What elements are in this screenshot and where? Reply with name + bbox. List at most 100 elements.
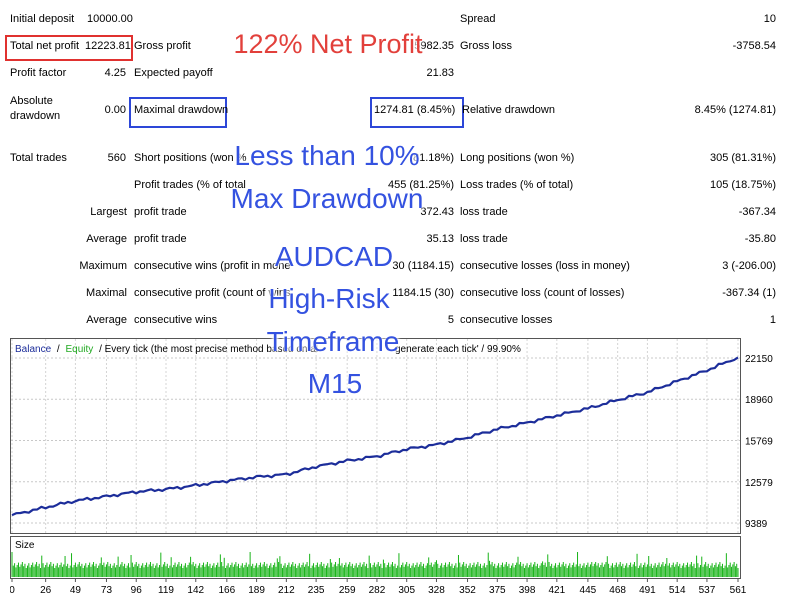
chart-header: Balance / Equity / Every tick (the most …	[15, 344, 318, 355]
average-consecutive-wins-value: 5	[447, 314, 454, 326]
largest-loss-trade-value: -367.34	[738, 206, 776, 218]
overlay-timeframe-value: M15	[307, 368, 363, 399]
spread-label: Spread	[460, 13, 496, 25]
gross-profit-value: 5982.35	[414, 40, 454, 52]
relative-drawdown-value: 8.45% (1274.81)	[694, 104, 776, 116]
y-tick-label: 15769	[745, 437, 773, 448]
balance-series-line	[11, 356, 739, 517]
x-tick-label: 352	[459, 585, 476, 596]
x-tick-label: 142	[187, 585, 204, 596]
average-consecutive-losses-label: consecutive losses	[460, 314, 553, 326]
x-tick-label: 0	[10, 585, 15, 596]
y-tick-label: 22150	[745, 354, 773, 365]
net-profit-highlight-box	[5, 35, 133, 61]
largest-profit-trade-value: 372.43	[420, 206, 454, 218]
absolute-drawdown-label-line2: drawdown	[10, 110, 61, 122]
y-axis-ticks: 9389 12579 15769 18960 22150	[745, 354, 773, 530]
initial-deposit-value: 10000.00	[87, 13, 133, 25]
x-tick-label: 26	[40, 585, 52, 596]
legend-equity: Equity	[65, 344, 93, 355]
maximum-consecutive-losses-label: consecutive losses (loss in money)	[460, 260, 630, 272]
overlay-drawdown-line1: Less than 10%	[234, 140, 420, 171]
long-positions-label: Long positions (won %)	[460, 152, 575, 164]
size-panel-label: Size	[15, 540, 35, 551]
maximal-consecutive-profit-label: consecutive profit (count of wins	[134, 287, 291, 299]
chart-grid	[11, 339, 740, 533]
overlay-drawdown-line2: Max Drawdown	[230, 183, 424, 214]
maximal-drawdown-label: Maximal drawdown	[134, 104, 229, 116]
average-loss-trade-value: -35.80	[744, 233, 776, 245]
loss-trades-value: 105 (18.75%)	[709, 179, 776, 191]
absolute-drawdown-value: 0.00	[104, 104, 126, 116]
short-positions-label: Short positions (won %	[134, 152, 247, 164]
x-tick-label: 445	[580, 585, 597, 596]
gross-loss-label: Gross loss	[460, 40, 512, 52]
largest-profit-trade-label: profit trade	[134, 206, 187, 218]
average-profit-trade-label: profit trade	[134, 233, 187, 245]
y-tick-label: 9389	[745, 519, 768, 530]
gross-profit-label: Gross profit	[134, 40, 191, 52]
x-tick-label: 259	[339, 585, 356, 596]
maximum-consecutive-losses-value: 3 (-206.00)	[722, 260, 776, 272]
y-tick-label: 18960	[745, 395, 773, 406]
maximal-drawdown-value-highlight-box	[370, 97, 464, 128]
x-tick-label: 421	[548, 585, 565, 596]
x-tick-label: 537	[699, 585, 716, 596]
maximal-consecutive-profit-value: 1184.15 (30)	[392, 287, 454, 299]
spread-value: 10	[763, 13, 776, 25]
x-tick-label: 119	[158, 585, 174, 596]
x-tick-label: 189	[248, 585, 265, 596]
x-tick-label: 49	[70, 585, 82, 596]
relative-drawdown-label: Relative drawdown	[462, 104, 555, 116]
x-axis-ticks: 0 26 49 73 96 119 142 166 189 212 235 259 282 305 328 3…	[9, 578, 747, 596]
expected-payoff-value: 21.83	[426, 67, 454, 79]
largest-loss-trade-label: loss trade	[460, 206, 508, 218]
profit-factor-value: 4.25	[104, 67, 126, 79]
absolute-drawdown-label-line1: Absolute	[10, 95, 53, 107]
average-consecutive-row-label: Average	[86, 314, 127, 326]
chart-header-text-right: generate each tick' / 99.90%	[395, 344, 521, 355]
x-tick-label: 96	[131, 585, 143, 596]
legend-balance: Balance	[15, 344, 52, 355]
gross-loss-value: -3758.54	[732, 40, 776, 52]
size-bars	[11, 552, 739, 577]
long-positions-value: 305 (81.31%)	[709, 152, 776, 164]
x-tick-label: 514	[669, 585, 686, 596]
profit-trades-label: Profit trades (% of total	[134, 179, 246, 191]
overlay-symbol: AUDCAD	[274, 241, 394, 272]
x-tick-label: 375	[489, 585, 506, 596]
profit-factor-label: Profit factor	[10, 67, 67, 79]
short-positions-value: 81.18%)	[413, 152, 454, 164]
average-consecutive-losses-value: 1	[769, 314, 776, 326]
average-row-label: Average	[86, 233, 127, 245]
x-tick-label: 73	[101, 585, 113, 596]
x-tick-label: 235	[308, 585, 325, 596]
total-trades-value: 560	[107, 152, 126, 164]
x-tick-label: 212	[278, 585, 295, 596]
y-tick-label: 12579	[745, 478, 773, 489]
initial-deposit-label: Initial deposit	[10, 13, 75, 25]
overlay-timeframe-label: Timeframe	[266, 326, 400, 357]
maximal-consecutive-loss-label: consecutive loss (count of losses)	[460, 287, 625, 299]
total-net-profit-value: 12223.81	[85, 40, 131, 52]
total-net-profit-label: Total net profit	[10, 40, 80, 52]
x-tick-label: 305	[398, 585, 415, 596]
x-tick-label: 328	[428, 585, 445, 596]
overlay-risk: High-Risk	[268, 283, 390, 314]
total-trades-label: Total trades	[10, 152, 67, 164]
profit-trades-value: 455 (81.25%)	[387, 179, 454, 191]
chart-header-text-left: / Every tick (the most precise method ba…	[99, 344, 318, 355]
maximal-row-label: Maximal	[86, 287, 127, 299]
expected-payoff-label: Expected payoff	[134, 67, 213, 79]
x-tick-label: 282	[369, 585, 386, 596]
maximal-drawdown-value: 1274.81 (8.45%)	[374, 104, 456, 116]
x-tick-label: 491	[639, 585, 656, 596]
balance-chart: 9389 12579 15769 18960 22150 Balance / Equit…	[9, 338, 773, 596]
balance-chart-panel: 9389 12579 15769 18960 22150 Balance / Equit…	[9, 338, 790, 600]
legend-separator: /	[57, 344, 60, 355]
average-loss-trade-label: loss trade	[460, 233, 508, 245]
maximal-consecutive-loss-value: -367.34 (1)	[722, 287, 776, 299]
maximum-consecutive-wins-label: consecutive wins (profit in mone	[134, 260, 291, 272]
main-chart-frame	[10, 338, 741, 534]
largest-row-label: Largest	[90, 206, 127, 218]
